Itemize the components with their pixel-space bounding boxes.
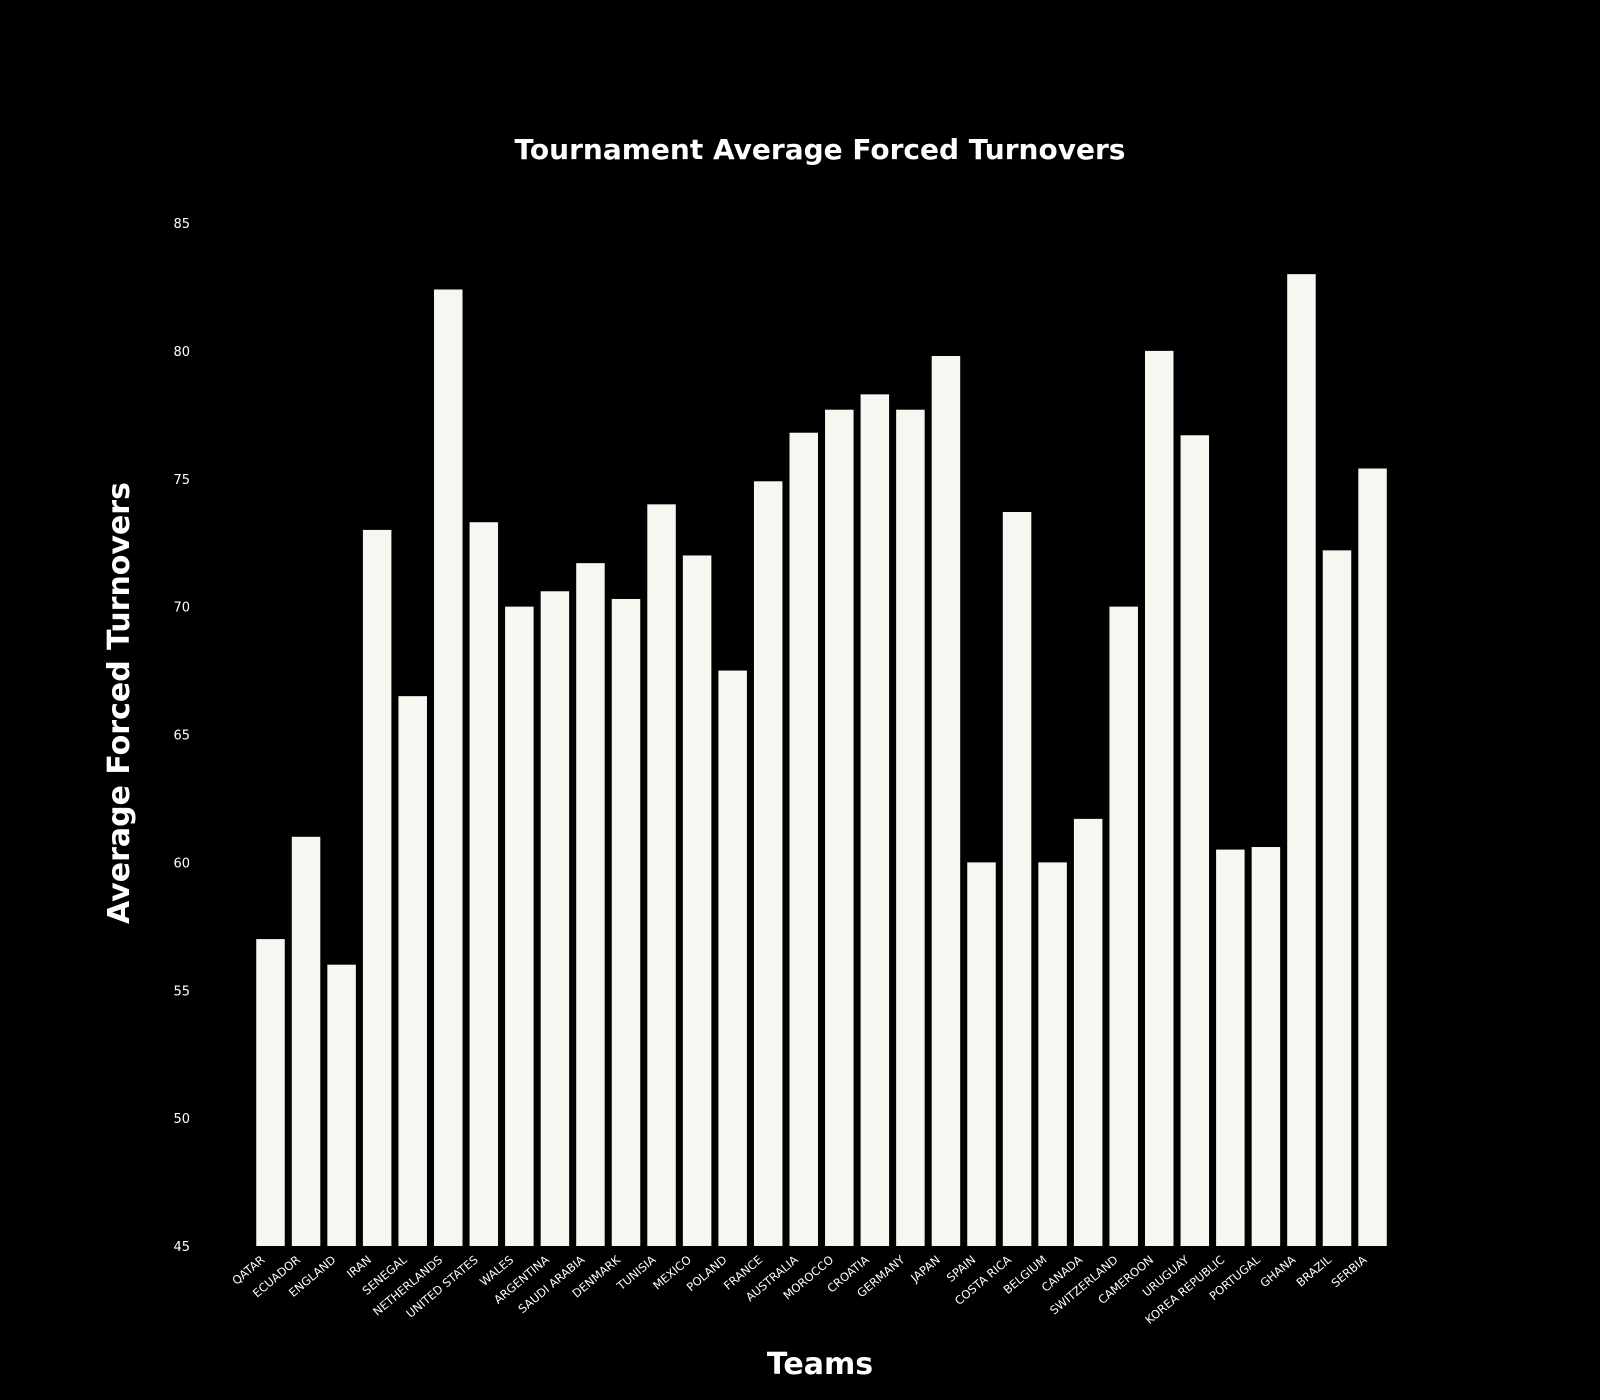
bar: [1251, 847, 1281, 1246]
y-tick-label: 55: [173, 984, 190, 999]
bar: [1287, 274, 1316, 1246]
y-tick-label: 45: [173, 1240, 190, 1255]
bar: [967, 862, 996, 1246]
bars: [256, 274, 1387, 1247]
bar: [825, 409, 854, 1246]
x-axis-title: Teams: [767, 1347, 873, 1382]
bar: [1358, 468, 1387, 1246]
bar: [327, 964, 356, 1246]
bar: [291, 836, 321, 1246]
y-axis-title: Average Forced Turnovers: [102, 482, 137, 924]
bar: [1322, 550, 1352, 1246]
bar: [1216, 849, 1245, 1246]
bar: [434, 289, 463, 1246]
bar: [576, 563, 605, 1246]
y-tick-label: 85: [173, 217, 190, 232]
y-tick-label: 75: [173, 473, 190, 488]
y-axis-ticks: 45 50 55 60 65 70 75 80 85: [173, 217, 190, 1255]
bar: [1145, 350, 1174, 1246]
bar: [1109, 606, 1138, 1246]
bar: [540, 591, 570, 1246]
bar: [896, 409, 925, 1246]
y-tick-label: 80: [173, 345, 190, 360]
bar: [362, 529, 392, 1246]
y-tick-label: 50: [173, 1112, 190, 1127]
bar: [753, 481, 783, 1246]
bar: [647, 504, 676, 1246]
bar: [682, 555, 712, 1246]
bar: [931, 355, 961, 1246]
bar: [1038, 862, 1067, 1246]
y-tick-label: 70: [173, 601, 190, 616]
bar: [611, 598, 641, 1246]
bar: [1002, 511, 1032, 1246]
bar: [1180, 435, 1210, 1247]
chart-title: Tournament Average Forced Turnovers: [515, 133, 1126, 166]
y-tick-label: 65: [173, 729, 190, 744]
bar: [398, 696, 427, 1246]
bar: [860, 394, 890, 1246]
bar: [256, 939, 285, 1246]
bar: [505, 606, 534, 1246]
bar: [469, 522, 499, 1246]
y-tick-label: 60: [173, 856, 190, 871]
bar: [718, 670, 747, 1246]
bar: [1073, 818, 1103, 1246]
bar: [789, 432, 818, 1247]
